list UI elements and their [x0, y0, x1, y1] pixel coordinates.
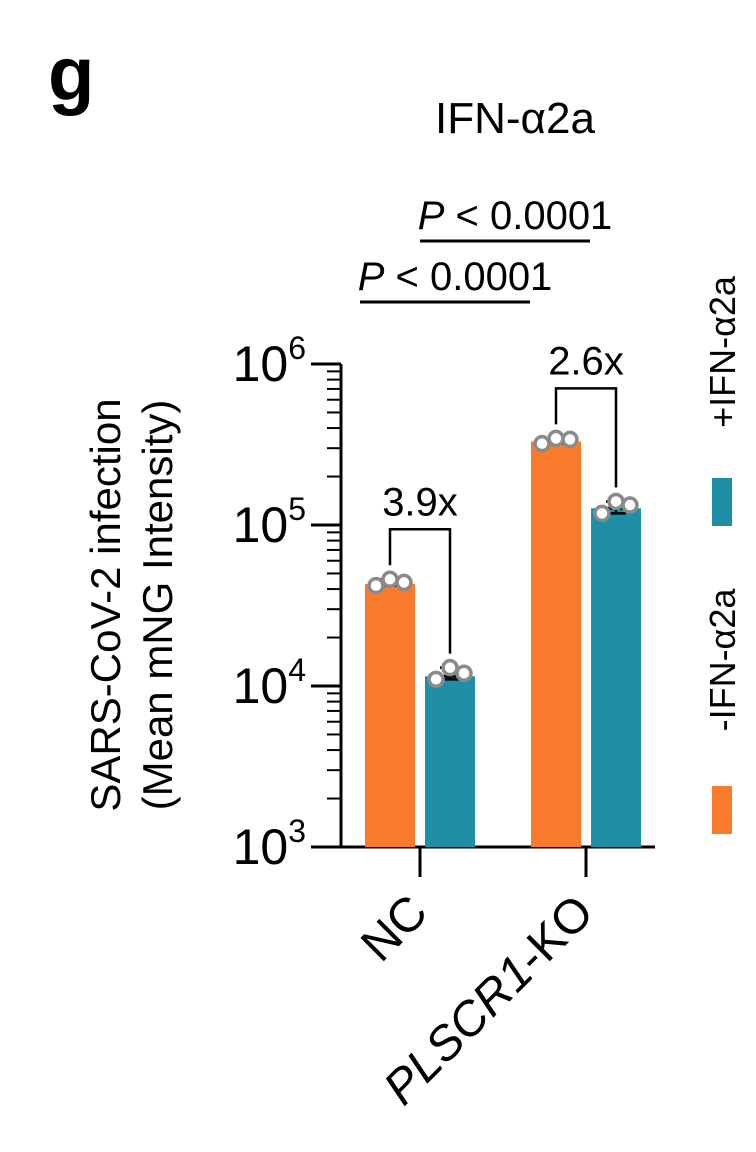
fold-change-brackets: 3.9x 2.6x — [382, 339, 624, 654]
significance-label: P < 0.0001 — [358, 255, 553, 299]
fold-change-label: 2.6x — [548, 339, 624, 383]
legend: +IFN-α2a -IFN-α2a — [702, 275, 743, 834]
bar — [365, 584, 415, 847]
data-point — [533, 434, 551, 453]
legend-label: -IFN-α2a — [702, 588, 743, 732]
data-point — [593, 504, 611, 523]
data-point — [381, 570, 399, 589]
data-point — [547, 429, 565, 448]
y-axis-label-line1: SARS-CoV-2 infection — [82, 398, 129, 811]
bar — [591, 508, 641, 847]
legend-swatch — [712, 478, 732, 526]
fold-change-label: 3.9x — [382, 480, 458, 524]
y-tick-label: 105 — [233, 491, 306, 553]
data-point — [621, 496, 639, 514]
y-tick-label: 103 — [233, 813, 306, 875]
bar — [531, 441, 581, 847]
fold-change-bracket — [388, 528, 452, 654]
data-point — [441, 658, 459, 677]
data-point — [367, 576, 385, 595]
panel-letter: g — [48, 32, 94, 117]
legend-swatch — [712, 786, 732, 834]
y-tick-label: 106 — [233, 330, 306, 392]
data-point — [607, 492, 625, 511]
y-tick-label: 104 — [233, 652, 306, 714]
fold-change-bracket — [554, 387, 618, 488]
y-axis: 103 104 105 106 — [233, 330, 655, 875]
y-axis-label: SARS-CoV-2 infection (Mean mNG Intensity… — [82, 398, 181, 811]
data-point — [395, 573, 413, 592]
bar — [425, 676, 475, 847]
data-point — [427, 670, 445, 689]
bars — [365, 429, 641, 847]
data-point — [455, 664, 473, 683]
significance-brackets: P < 0.0001 P < 0.0001 — [358, 194, 613, 304]
y-axis-label-line2: (Mean mNG Intensity) — [134, 400, 181, 811]
legend-label: +IFN-α2a — [702, 275, 743, 428]
significance-label: P < 0.0001 — [418, 194, 613, 238]
chart-title: IFN-α2a — [435, 94, 595, 143]
data-point — [561, 430, 579, 449]
x-tick-label: NC — [351, 885, 437, 971]
